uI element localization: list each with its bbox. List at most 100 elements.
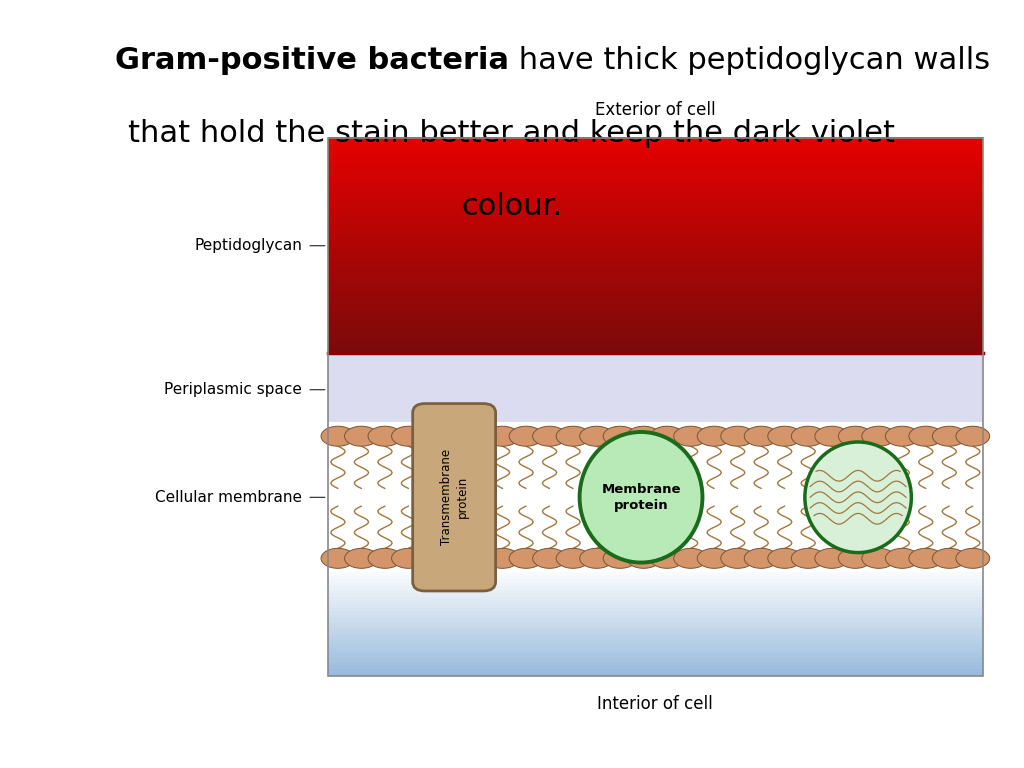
Text: Transmembrane
protein: Transmembrane protein [439,449,469,545]
Ellipse shape [909,548,943,568]
Bar [328,303,983,306]
Ellipse shape [862,548,896,568]
Ellipse shape [886,426,920,446]
Bar [328,422,983,572]
Bar [328,310,983,314]
Ellipse shape [721,426,755,446]
Ellipse shape [603,426,637,446]
Bar [328,220,983,224]
Bar [328,568,983,572]
Ellipse shape [956,548,989,568]
Bar [328,260,983,263]
Bar [328,209,983,214]
Bar [328,316,983,321]
Ellipse shape [368,426,401,446]
Ellipse shape [815,548,849,568]
Bar [328,320,983,325]
Ellipse shape [744,426,778,446]
Bar [328,571,983,575]
Bar [328,217,983,220]
Ellipse shape [815,426,849,446]
Text: colour.: colour. [462,192,562,221]
Bar [328,184,983,188]
Text: Membrane
protein: Membrane protein [601,483,681,511]
Ellipse shape [909,426,943,446]
Bar [328,198,983,203]
Bar [328,654,983,658]
Ellipse shape [933,426,967,446]
Bar [328,256,983,260]
Bar [328,611,983,615]
Bar [328,206,983,210]
Bar [328,159,983,164]
Ellipse shape [580,548,613,568]
Ellipse shape [627,426,660,446]
Text: Periplasmic space: Periplasmic space [164,382,302,397]
Ellipse shape [956,426,989,446]
Bar [328,607,983,611]
Bar [328,660,983,665]
Ellipse shape [627,548,660,568]
Bar [328,614,983,618]
Bar [328,647,983,650]
Bar [328,578,983,583]
Bar [328,234,983,239]
Bar [328,166,983,170]
Bar [328,144,983,149]
Ellipse shape [603,548,637,568]
Bar [328,249,983,253]
Bar [328,299,983,303]
Ellipse shape [792,426,825,446]
Bar [328,277,983,282]
Bar [328,273,983,278]
Bar [328,657,983,661]
Bar [328,288,983,293]
Bar [328,342,983,346]
Bar [328,582,983,586]
Bar [328,245,983,250]
Bar [328,338,983,343]
Bar [328,170,983,174]
Bar [328,238,983,242]
Bar [328,137,983,142]
Bar [328,195,983,199]
Ellipse shape [805,442,911,553]
Ellipse shape [391,548,425,568]
Ellipse shape [344,426,378,446]
Bar [328,621,983,626]
Bar [328,148,983,153]
Bar [328,138,983,676]
Bar [328,174,983,177]
Bar [328,600,983,604]
Bar [328,327,983,332]
Bar [328,585,983,590]
Text: Cellular membrane: Cellular membrane [155,490,302,505]
Ellipse shape [674,426,708,446]
Text: Gram-positive bacteria: Gram-positive bacteria [115,46,509,75]
Bar [328,574,983,579]
Ellipse shape [839,548,872,568]
Text: Peptidoglycan: Peptidoglycan [195,238,302,253]
Ellipse shape [650,548,684,568]
Ellipse shape [839,426,872,446]
Bar [328,625,983,629]
Ellipse shape [509,426,543,446]
Bar [328,617,983,622]
Bar [328,281,983,285]
Bar [328,643,983,647]
Ellipse shape [485,548,519,568]
Ellipse shape [768,548,802,568]
Ellipse shape [697,426,731,446]
Ellipse shape [650,426,684,446]
Bar [328,191,983,196]
Bar [328,266,983,271]
Bar [328,284,983,289]
Ellipse shape [322,548,355,568]
Bar [328,636,983,640]
Bar [328,227,983,231]
Bar [328,213,983,217]
Bar [328,163,983,167]
Ellipse shape [322,426,355,446]
Bar [328,241,983,246]
Bar [328,295,983,300]
